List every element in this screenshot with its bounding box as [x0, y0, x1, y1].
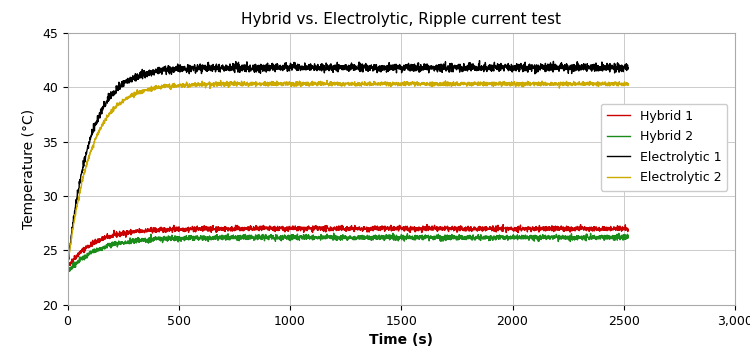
Hybrid 1 [269, 227, 278, 232]
Electrolytic 2 [322, 78, 332, 83]
Hybrid 2 [624, 235, 633, 239]
Electrolytic 2 [557, 81, 566, 85]
Electrolytic 2 [362, 82, 370, 86]
Hybrid 2 [143, 240, 152, 245]
Electrolytic 2 [624, 83, 633, 87]
Legend: Hybrid 1, Hybrid 2, Electrolytic 1, Electrolytic 2: Hybrid 1, Hybrid 2, Electrolytic 1, Elec… [601, 103, 728, 191]
Hybrid 1 [362, 226, 370, 231]
Hybrid 2 [269, 237, 278, 241]
Line: Electrolytic 1: Electrolytic 1 [68, 61, 628, 268]
Electrolytic 1 [561, 65, 570, 70]
Hybrid 1 [624, 228, 633, 232]
Electrolytic 2 [143, 86, 152, 91]
Hybrid 1 [143, 229, 152, 233]
Hybrid 1 [561, 228, 570, 232]
Hybrid 2 [459, 236, 468, 241]
Electrolytic 1 [63, 264, 72, 268]
Hybrid 1 [459, 228, 468, 233]
Electrolytic 2 [63, 266, 72, 271]
Line: Electrolytic 2: Electrolytic 2 [68, 81, 628, 269]
Hybrid 1 [557, 225, 566, 230]
Electrolytic 1 [269, 64, 278, 68]
Y-axis label: Temperature (°C): Temperature (°C) [22, 109, 36, 229]
Electrolytic 1 [459, 66, 468, 71]
Electrolytic 1 [557, 65, 566, 69]
Electrolytic 1 [362, 61, 370, 66]
Electrolytic 1 [143, 70, 152, 74]
Hybrid 2 [329, 231, 338, 235]
Hybrid 2 [63, 270, 72, 274]
Electrolytic 1 [475, 58, 484, 63]
Electrolytic 2 [561, 82, 570, 86]
Electrolytic 2 [269, 81, 278, 85]
Hybrid 2 [362, 236, 370, 240]
Hybrid 1 [63, 265, 72, 269]
Line: Hybrid 2: Hybrid 2 [68, 233, 628, 272]
Electrolytic 1 [624, 66, 633, 70]
X-axis label: Time (s): Time (s) [369, 333, 434, 347]
Hybrid 1 [422, 223, 431, 227]
Hybrid 1 [63, 264, 72, 268]
Electrolytic 2 [459, 82, 468, 86]
Title: Hybrid vs. Electrolytic, Ripple current test: Hybrid vs. Electrolytic, Ripple current … [242, 12, 561, 27]
Hybrid 2 [561, 237, 570, 241]
Hybrid 2 [557, 234, 566, 239]
Electrolytic 1 [63, 266, 72, 270]
Line: Hybrid 1: Hybrid 1 [68, 225, 628, 267]
